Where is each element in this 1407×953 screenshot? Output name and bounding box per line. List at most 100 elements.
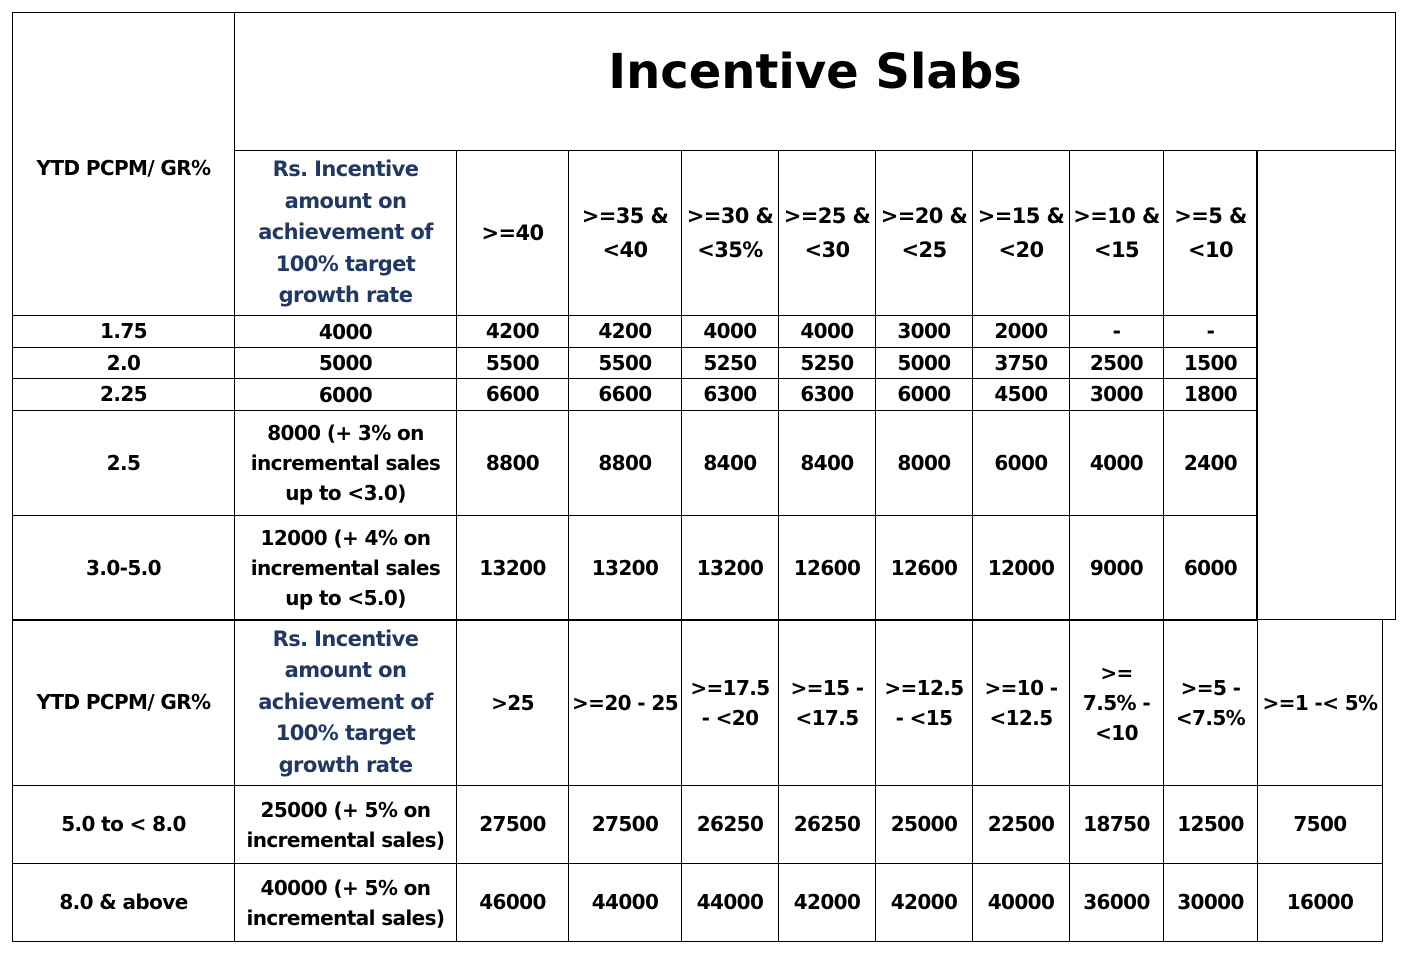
slab-header-1: >=40 (456, 150, 569, 316)
value-cell: 12600 (875, 515, 973, 621)
slab-header-2-1: >25 (456, 619, 569, 786)
value-cell: 16000 (1257, 863, 1383, 942)
value-cell-text: 8400 (800, 450, 854, 475)
value-cell: 7500 (1257, 785, 1383, 864)
value-cell: 5250 (681, 347, 779, 379)
value-cell: 3750 (972, 347, 1070, 379)
value-cell-text: 6000 (1183, 555, 1238, 580)
slab-header-2-2-text: >=20 - 25 (572, 690, 679, 715)
value-cell-text: 6600 (485, 382, 540, 406)
value-cell-text: 4200 (598, 319, 652, 343)
title-cell: Incentive Slabs (234, 12, 1396, 151)
slab-header-2-6-text: >=10 - <12.5 (984, 675, 1058, 730)
pcpm-cell-text: 1.75 (100, 319, 148, 343)
slab-header-2-9-text: >=1 -< 5% (1262, 690, 1379, 715)
pcpm-cell-text: 5.0 to < 8.0 (61, 812, 186, 836)
slab-header-2-5: >=12.5 - <15 (875, 619, 973, 786)
value-cell-text: 27500 (479, 812, 546, 836)
slab-header-3-text: >=30 & <35% (686, 204, 774, 262)
value-cell: 27500 (568, 785, 682, 864)
value-cell-text: 9000 (1089, 555, 1144, 580)
slab-header-4: >=25 & <30 (778, 150, 876, 316)
value-cell-text: 12000 (987, 555, 1055, 580)
ytd-pcpm-header-label: YTD PCPM/ GR% (36, 156, 212, 180)
value-cell-text: 3750 (994, 350, 1048, 375)
value-cell-text: 5250 (703, 350, 757, 375)
value-cell: 8400 (681, 410, 779, 516)
value-cell-text: 16000 (1286, 890, 1354, 914)
value-cell-text: 5500 (598, 350, 652, 375)
value-cell: 26250 (778, 785, 876, 864)
value-cell: 13200 (681, 515, 779, 621)
slab-header-6-text: >=15 & <20 (977, 204, 1065, 262)
amount-cell-text: 8000 (+ 3% on incremental sales up to <3… (250, 421, 441, 505)
page-title: Incentive Slabs (608, 44, 1022, 100)
value-cell: 22500 (972, 785, 1070, 864)
value-cell: 4000 (681, 315, 779, 348)
slab-header-2-9: >=1 -< 5% (1257, 619, 1383, 786)
value-cell-text: 27500 (591, 812, 659, 836)
value-cell-text: 6300 (703, 382, 757, 406)
slab-header-8-text: >=5 & <10 (1174, 204, 1247, 262)
amount-cell: 4000 (234, 315, 457, 348)
value-cell-text: 2500 (1089, 350, 1144, 375)
slab-header-8: >=5 & <10 (1163, 150, 1258, 316)
value-cell-text: 30000 (1177, 890, 1244, 914)
value-cell: 9000 (1069, 515, 1164, 621)
value-cell-text: 6300 (800, 382, 854, 406)
value-cell-text: 13200 (696, 555, 764, 580)
amount-cell-text: 12000 (+ 4% on incremental sales up to <… (250, 526, 441, 610)
pcpm-cell-text: 8.0 & above (59, 890, 188, 914)
value-cell: 5250 (778, 347, 876, 379)
value-cell-text: 5250 (800, 350, 854, 375)
slab-header-7: >=10 & <15 (1069, 150, 1164, 316)
value-cell: 44000 (568, 863, 682, 942)
ytd-pcpm-header-cell-2: YTD PCPM/ GR% (12, 619, 235, 786)
amount-header-label: Rs. Incentive amount on achievement of 1… (258, 157, 433, 308)
slab-header-7-text: >=10 & <15 (1073, 204, 1160, 262)
slab-header-2-2: >=20 - 25 (568, 619, 682, 786)
amount-cell-text: 4000 (318, 319, 373, 344)
value-cell-text: 26250 (696, 812, 764, 836)
amount-cell-text: 6000 (318, 382, 373, 407)
value-cell-text: 8800 (598, 450, 652, 475)
value-cell: 6000 (875, 378, 973, 411)
value-cell: 8800 (568, 410, 682, 516)
value-cell: 4500 (972, 378, 1070, 411)
value-cell: 6300 (778, 378, 876, 411)
value-cell: 25000 (875, 785, 973, 864)
value-cell: 40000 (972, 863, 1070, 942)
pcpm-cell-text: 3.0-5.0 (86, 555, 162, 580)
value-cell-text: 36000 (1083, 890, 1150, 914)
pcpm-cell-text: 2.0 (106, 350, 141, 375)
value-cell-text: 12500 (1177, 812, 1244, 836)
value-cell-text: 40000 (987, 890, 1055, 914)
value-cell-text: 18750 (1083, 812, 1150, 836)
value-cell: 3000 (875, 315, 973, 348)
value-cell-text: 12600 (793, 555, 861, 580)
pcpm-cell: 2.0 (12, 347, 235, 379)
value-cell-text: 6000 (994, 450, 1048, 475)
value-cell: 4000 (1069, 410, 1164, 516)
ytd-pcpm-header-label-2: YTD PCPM/ GR% (36, 690, 212, 714)
value-cell: 4000 (778, 315, 876, 348)
value-cell: 6300 (681, 378, 779, 411)
value-cell-text: 13200 (591, 555, 659, 580)
value-cell-text: 1500 (1183, 350, 1238, 375)
slab-header-2-3-text: >=17.5 - <20 (690, 675, 770, 730)
value-cell: 44000 (681, 863, 779, 942)
value-cell: 8400 (778, 410, 876, 516)
slab-header-2-4: >=15 - <17.5 (778, 619, 876, 786)
pcpm-cell: 8.0 & above (12, 863, 235, 942)
value-cell-text: 26250 (793, 812, 861, 836)
value-cell-text: 2000 (994, 319, 1048, 343)
amount-cell: 5000 (234, 347, 457, 379)
value-cell: 8000 (875, 410, 973, 516)
slab-header-2-7-text: >= 7.5% - <10 (1082, 660, 1151, 745)
value-cell-text: 8400 (703, 450, 757, 475)
amount-cell-text: 40000 (+ 5% on incremental sales) (246, 875, 446, 930)
value-cell: 36000 (1069, 863, 1164, 942)
amount-cell: 12000 (+ 4% on incremental sales up to <… (234, 515, 457, 621)
amount-cell: 8000 (+ 3% on incremental sales up to <3… (234, 410, 457, 516)
value-cell-text: 5000 (897, 350, 951, 375)
